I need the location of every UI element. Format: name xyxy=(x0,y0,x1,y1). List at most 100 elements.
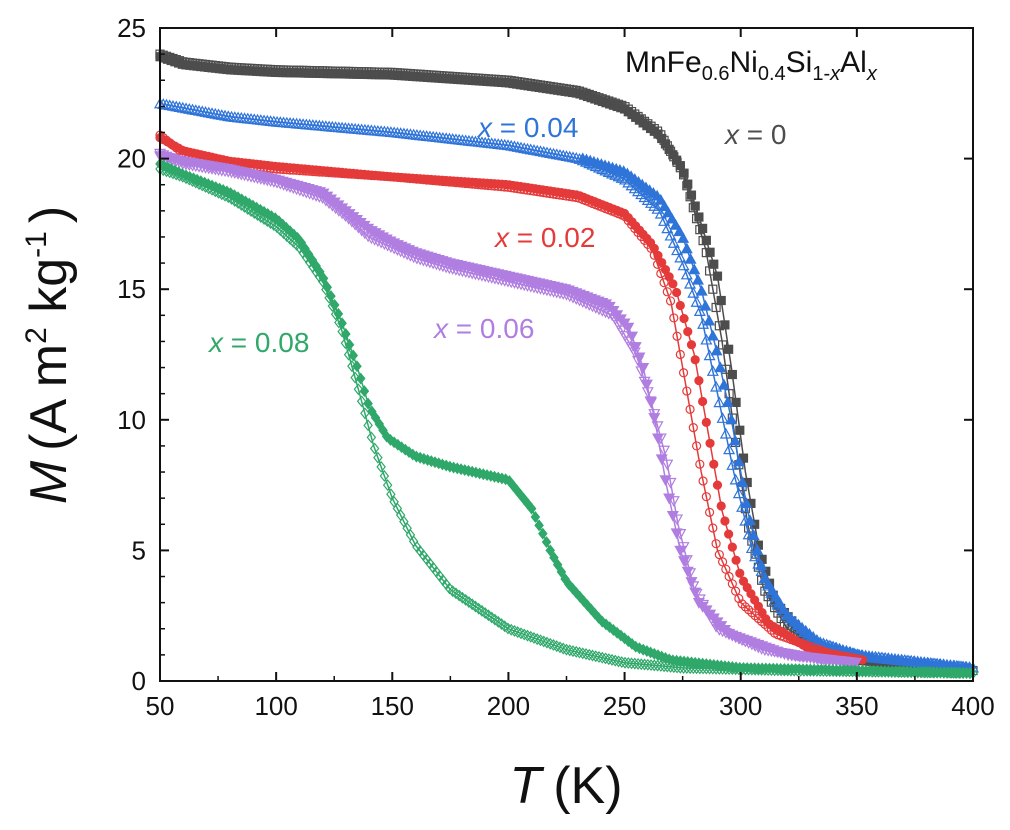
data-point-x-0-04-cooling xyxy=(710,380,723,392)
data-point-x-0-02-cooling xyxy=(737,599,747,609)
data-point-x-0-04-cooling xyxy=(518,142,531,154)
data-point-x-0-06-cooling xyxy=(658,445,671,457)
data-point-x-0-04-heating xyxy=(766,584,779,596)
data-point-x-0-02-heating xyxy=(679,313,689,324)
data-point-x-0-heating xyxy=(705,247,715,257)
data-point-x-0-04-heating xyxy=(669,218,682,230)
data-point-x-0-04-cooling xyxy=(749,550,762,562)
data-point-x-0-08-heating xyxy=(329,299,340,311)
data-point-x-0-04-heating xyxy=(729,434,742,446)
series-layer xyxy=(153,49,980,680)
data-point-x-0-08-heating xyxy=(322,281,333,294)
data-point-x-0-04-heating xyxy=(747,529,760,541)
data-point-x-0-08-cooling xyxy=(649,659,660,672)
data-point-x-0-02-heating xyxy=(686,340,697,350)
annotation-x006: x = 0.06 xyxy=(432,313,534,344)
data-point-x-0-06-heating xyxy=(678,556,691,568)
data-point-x-0-04-cooling xyxy=(189,104,202,116)
data-point-x-0-04-cooling xyxy=(206,107,219,119)
data-point-x-0-04-cooling xyxy=(658,215,671,226)
data-point-x-0-04-cooling xyxy=(215,109,228,120)
data-point-x-0-04-cooling xyxy=(212,108,225,120)
data-point-x-0-06-heating xyxy=(674,545,687,557)
data-point-x-0-08-cooling xyxy=(555,641,565,654)
data-point-x-0-02-heating xyxy=(705,438,715,448)
data-point-x-0-06-heating xyxy=(633,352,646,364)
data-point-x-0-02-heating xyxy=(649,243,659,253)
data-point-x-0-heating xyxy=(727,369,737,380)
data-point-x-0-06-heating xyxy=(637,362,650,374)
data-point-x-0-04-cooling xyxy=(687,286,700,298)
data-point-x-0-04-cooling xyxy=(612,170,625,182)
data-point-x-0-04-cooling xyxy=(671,244,684,256)
data-point-x-0-08-heating xyxy=(363,397,373,410)
data-point-x-0-06-cooling xyxy=(661,459,674,471)
data-point-x-0-04-cooling xyxy=(713,396,726,408)
data-point-x-0-08-cooling xyxy=(662,660,673,673)
data-point-x-0-08-heating xyxy=(359,385,370,398)
annotation-x002: x = 0.02 xyxy=(493,222,595,253)
data-point-x-0-04-cooling xyxy=(534,145,547,157)
x-tick-label: 150 xyxy=(371,691,414,721)
data-point-x-0-02-cooling xyxy=(672,331,682,341)
data-point-x-0-08-heating xyxy=(326,290,336,303)
data-point-x-0-04-cooling xyxy=(654,207,667,219)
data-point-x-0-04-cooling xyxy=(716,412,729,423)
data-point-x-0-08-cooling xyxy=(620,656,630,669)
data-point-x-0-04-cooling xyxy=(166,99,180,111)
data-point-x-0-heating xyxy=(683,179,693,189)
data-point-x-0-04-cooling xyxy=(664,229,677,241)
data-point-x-0-08-cooling xyxy=(597,651,608,664)
data-point-x-0-04-heating xyxy=(714,361,727,373)
series-x-0-06 xyxy=(153,148,862,669)
data-point-x-0-04-cooling xyxy=(544,147,557,158)
data-point-x-0-08-cooling xyxy=(646,659,656,672)
data-point-x-0-04-cooling xyxy=(609,169,622,180)
data-point-x-0-heating xyxy=(698,223,708,233)
data-point-x-0-04-heating xyxy=(677,232,690,243)
data-point-x-0-04-cooling xyxy=(219,109,232,121)
data-point-x-0-08-cooling xyxy=(633,657,643,670)
data-point-x-0-08-cooling xyxy=(522,629,533,642)
data-point-x-0-06-heating xyxy=(681,566,694,578)
data-point-x-0-02-cooling xyxy=(721,564,731,574)
data-point-x-0-06-heating xyxy=(848,657,862,669)
data-point-x-0-06-cooling xyxy=(667,496,680,508)
annotation-x0: x = 0 xyxy=(723,119,786,150)
data-point-x-0-04-cooling xyxy=(527,144,540,155)
data-point-x-0-06-cooling xyxy=(664,477,677,489)
data-point-x-0-06-heating xyxy=(659,475,672,487)
data-point-x-0-08-heating xyxy=(318,272,329,285)
data-point-x-0-06-heating xyxy=(652,433,665,445)
data-point-x-0-04-heating xyxy=(665,212,678,224)
data-point-x-0-08-cooling xyxy=(581,648,591,661)
data-point-x-0-02-cooling xyxy=(717,557,728,567)
data-point-x-0-08-cooling xyxy=(584,648,595,661)
data-point-x-0-08-cooling xyxy=(652,659,663,672)
data-point-x-0-08-cooling xyxy=(516,627,526,640)
y-tick-label: 15 xyxy=(117,274,146,304)
y-tick-label: 10 xyxy=(117,405,146,435)
data-point-x-0-06-cooling xyxy=(622,336,635,348)
data-point-x-0-04-cooling xyxy=(547,147,560,159)
data-point-x-0-08-cooling xyxy=(574,646,585,659)
data-point-x-0-06-heating xyxy=(685,577,698,588)
data-point-x-0-02-cooling xyxy=(678,368,689,378)
data-point-x-0-08-heating xyxy=(333,307,344,320)
data-point-x-0-04-heating xyxy=(703,314,716,326)
data-point-x-0-08-cooling xyxy=(577,647,588,660)
data-point-x-0-08-cooling xyxy=(659,660,669,673)
data-point-x-0-04-cooling xyxy=(719,427,732,439)
data-point-x-0-06-heating xyxy=(640,379,653,391)
data-point-x-0-04-heating xyxy=(691,273,704,285)
data-point-x-0-heating xyxy=(679,168,689,178)
data-point-x-0-08-cooling xyxy=(529,631,539,644)
data-point-x-0-08-heating xyxy=(355,372,366,385)
data-point-x-0-04-cooling xyxy=(693,305,706,317)
data-point-x-0-04-cooling xyxy=(563,150,576,162)
data-point-x-0-02-cooling xyxy=(698,476,708,486)
data-point-x-0-08-cooling xyxy=(639,658,650,671)
data-point-x-0-02-cooling xyxy=(675,349,685,360)
data-point-x-0-08-cooling xyxy=(604,653,614,666)
data-point-x-0-heating xyxy=(735,425,745,435)
